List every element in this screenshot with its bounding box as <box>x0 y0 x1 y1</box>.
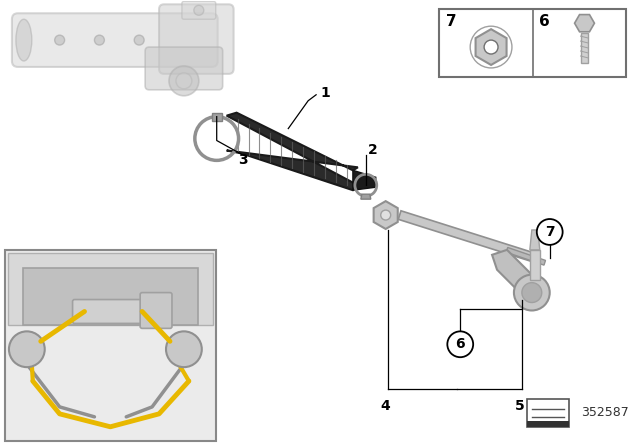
FancyBboxPatch shape <box>140 293 172 328</box>
Text: 2: 2 <box>368 143 378 157</box>
Text: 6: 6 <box>456 337 465 351</box>
Circle shape <box>537 219 563 245</box>
Text: 3: 3 <box>239 153 248 168</box>
Polygon shape <box>575 15 595 32</box>
Polygon shape <box>374 201 397 229</box>
Circle shape <box>9 332 45 367</box>
Bar <box>527 421 568 427</box>
Text: 7: 7 <box>446 14 456 29</box>
FancyBboxPatch shape <box>145 47 223 90</box>
Circle shape <box>484 40 498 54</box>
Bar <box>440 9 627 77</box>
Bar <box>212 112 221 121</box>
Circle shape <box>514 275 550 310</box>
Polygon shape <box>530 250 540 280</box>
Circle shape <box>522 283 542 302</box>
Bar <box>580 33 589 63</box>
Polygon shape <box>353 170 376 190</box>
Polygon shape <box>492 250 542 300</box>
Circle shape <box>381 210 390 220</box>
Polygon shape <box>476 29 507 65</box>
Polygon shape <box>506 247 545 265</box>
Polygon shape <box>398 211 536 262</box>
Text: 6: 6 <box>540 14 550 29</box>
Text: 4: 4 <box>381 399 390 413</box>
Text: 5: 5 <box>515 399 525 413</box>
Bar <box>23 268 198 325</box>
Text: 1: 1 <box>320 86 330 100</box>
Bar <box>527 399 568 427</box>
FancyBboxPatch shape <box>72 300 144 323</box>
Bar <box>8 253 212 325</box>
Circle shape <box>134 35 144 45</box>
Circle shape <box>169 66 199 96</box>
Circle shape <box>447 332 473 357</box>
FancyBboxPatch shape <box>12 13 218 67</box>
Circle shape <box>95 35 104 45</box>
Bar <box>5 250 216 441</box>
Text: 7: 7 <box>545 225 554 239</box>
Ellipse shape <box>16 19 32 61</box>
Polygon shape <box>361 194 371 199</box>
FancyBboxPatch shape <box>159 4 234 74</box>
Polygon shape <box>530 230 540 250</box>
Polygon shape <box>227 112 358 190</box>
Circle shape <box>194 5 204 15</box>
FancyBboxPatch shape <box>182 1 216 19</box>
Circle shape <box>166 332 202 367</box>
Circle shape <box>176 73 192 89</box>
Text: 352587: 352587 <box>582 406 629 419</box>
Circle shape <box>54 35 65 45</box>
